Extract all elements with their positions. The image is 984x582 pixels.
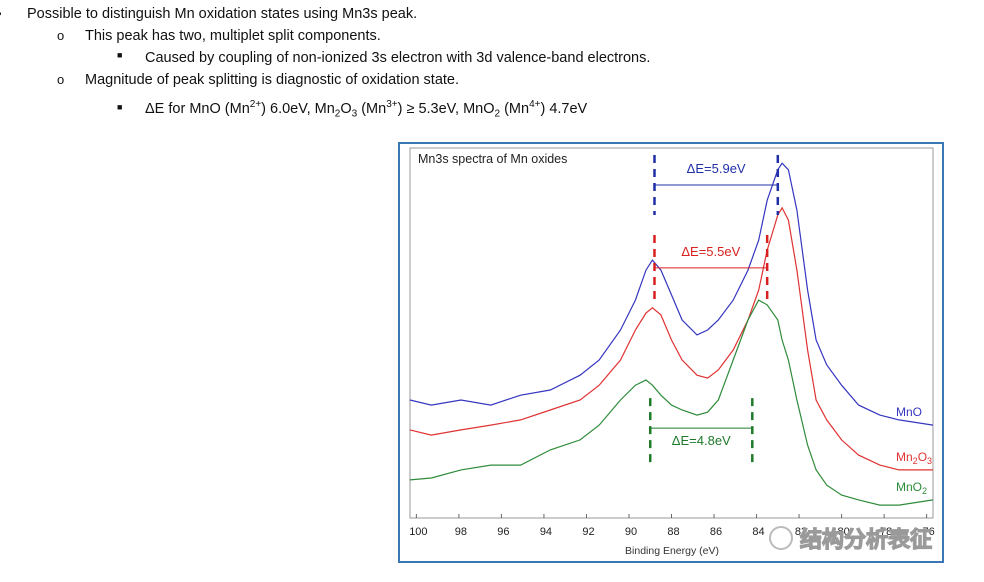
x-tick-label: 90 — [625, 526, 637, 538]
series-line — [409, 162, 934, 426]
series-label: Mn2O3 — [896, 450, 932, 466]
watermark: 结构分析表征 — [800, 527, 932, 552]
bullet: o — [57, 72, 65, 87]
series-label: MnO — [896, 405, 922, 419]
bullet-text: This peak has two, multiplet split compo… — [85, 28, 381, 44]
label-part: O — [918, 450, 927, 464]
x-tick-label: 94 — [540, 526, 552, 538]
label-part: Mn — [896, 450, 913, 464]
x-tick-label: 78 — [880, 526, 892, 538]
chart-title: Mn3s spectra of Mn oxides — [418, 152, 567, 166]
bullet: • — [0, 6, 2, 21]
annotation-label: ΔE=5.5eV — [681, 244, 740, 259]
x-tick-label: 98 — [455, 526, 467, 538]
x-tick-label: 92 — [582, 526, 594, 538]
x-axis-label: Binding Energy (eV) — [625, 545, 719, 557]
text-run: 4+ — [529, 99, 541, 110]
text-run: 3 — [351, 108, 358, 120]
bullet: ■ — [117, 50, 123, 60]
x-tick-label: 100 — [409, 526, 427, 538]
watermark-icon — [769, 526, 793, 550]
text-run: ) 4.7eV — [540, 100, 588, 117]
label-part: MnO — [896, 480, 922, 494]
label-part: 2 — [913, 456, 918, 466]
bullet: o — [57, 28, 65, 43]
x-tick-label: 76 — [922, 526, 934, 538]
x-tick-label: 88 — [667, 526, 679, 538]
chart-frame — [398, 142, 944, 563]
text-run: O — [340, 100, 352, 117]
x-tick-label: 80 — [837, 526, 849, 538]
bullet: ■ — [117, 102, 123, 112]
text-run: (Mn — [500, 100, 530, 117]
x-tick-label: 84 — [752, 526, 764, 538]
bullet-text: Possible to distinguish Mn oxidation sta… — [27, 6, 418, 22]
label-part: 2 — [922, 486, 927, 496]
text-run: 3+ — [386, 99, 398, 110]
annotation-label: ΔE=4.8eV — [672, 433, 731, 448]
text-run: (Mn — [357, 100, 387, 117]
text-run: 2 — [334, 108, 341, 120]
x-tick-label: 86 — [710, 526, 722, 538]
text-run: ) ≥ 5.3eV, MnO — [397, 100, 495, 117]
text-run: 2 — [494, 108, 501, 120]
text-run: 2+ — [249, 99, 262, 110]
bullet-text: ΔE for MnO (Mn2+) 6.0eV, Mn2O3 (Mn3+) ≥ … — [145, 99, 587, 120]
text-run: ΔE for MnO (Mn — [145, 100, 250, 117]
x-tick-label: 96 — [497, 526, 509, 538]
series-line — [409, 206, 933, 471]
x-tick-label: 82 — [795, 526, 807, 538]
series-label: MnO2 — [896, 480, 927, 496]
bullet-text: Magnitude of peak splitting is diagnosti… — [85, 72, 460, 88]
annotation-label: ΔE=5.9eV — [687, 161, 746, 176]
label-part: MnO — [896, 405, 922, 419]
series-line — [409, 299, 934, 506]
label-part: 3 — [927, 456, 932, 466]
text-run: ) 6.0eV, Mn — [261, 100, 335, 117]
bullet-text: Caused by coupling of non-ionized 3s ele… — [145, 50, 651, 66]
